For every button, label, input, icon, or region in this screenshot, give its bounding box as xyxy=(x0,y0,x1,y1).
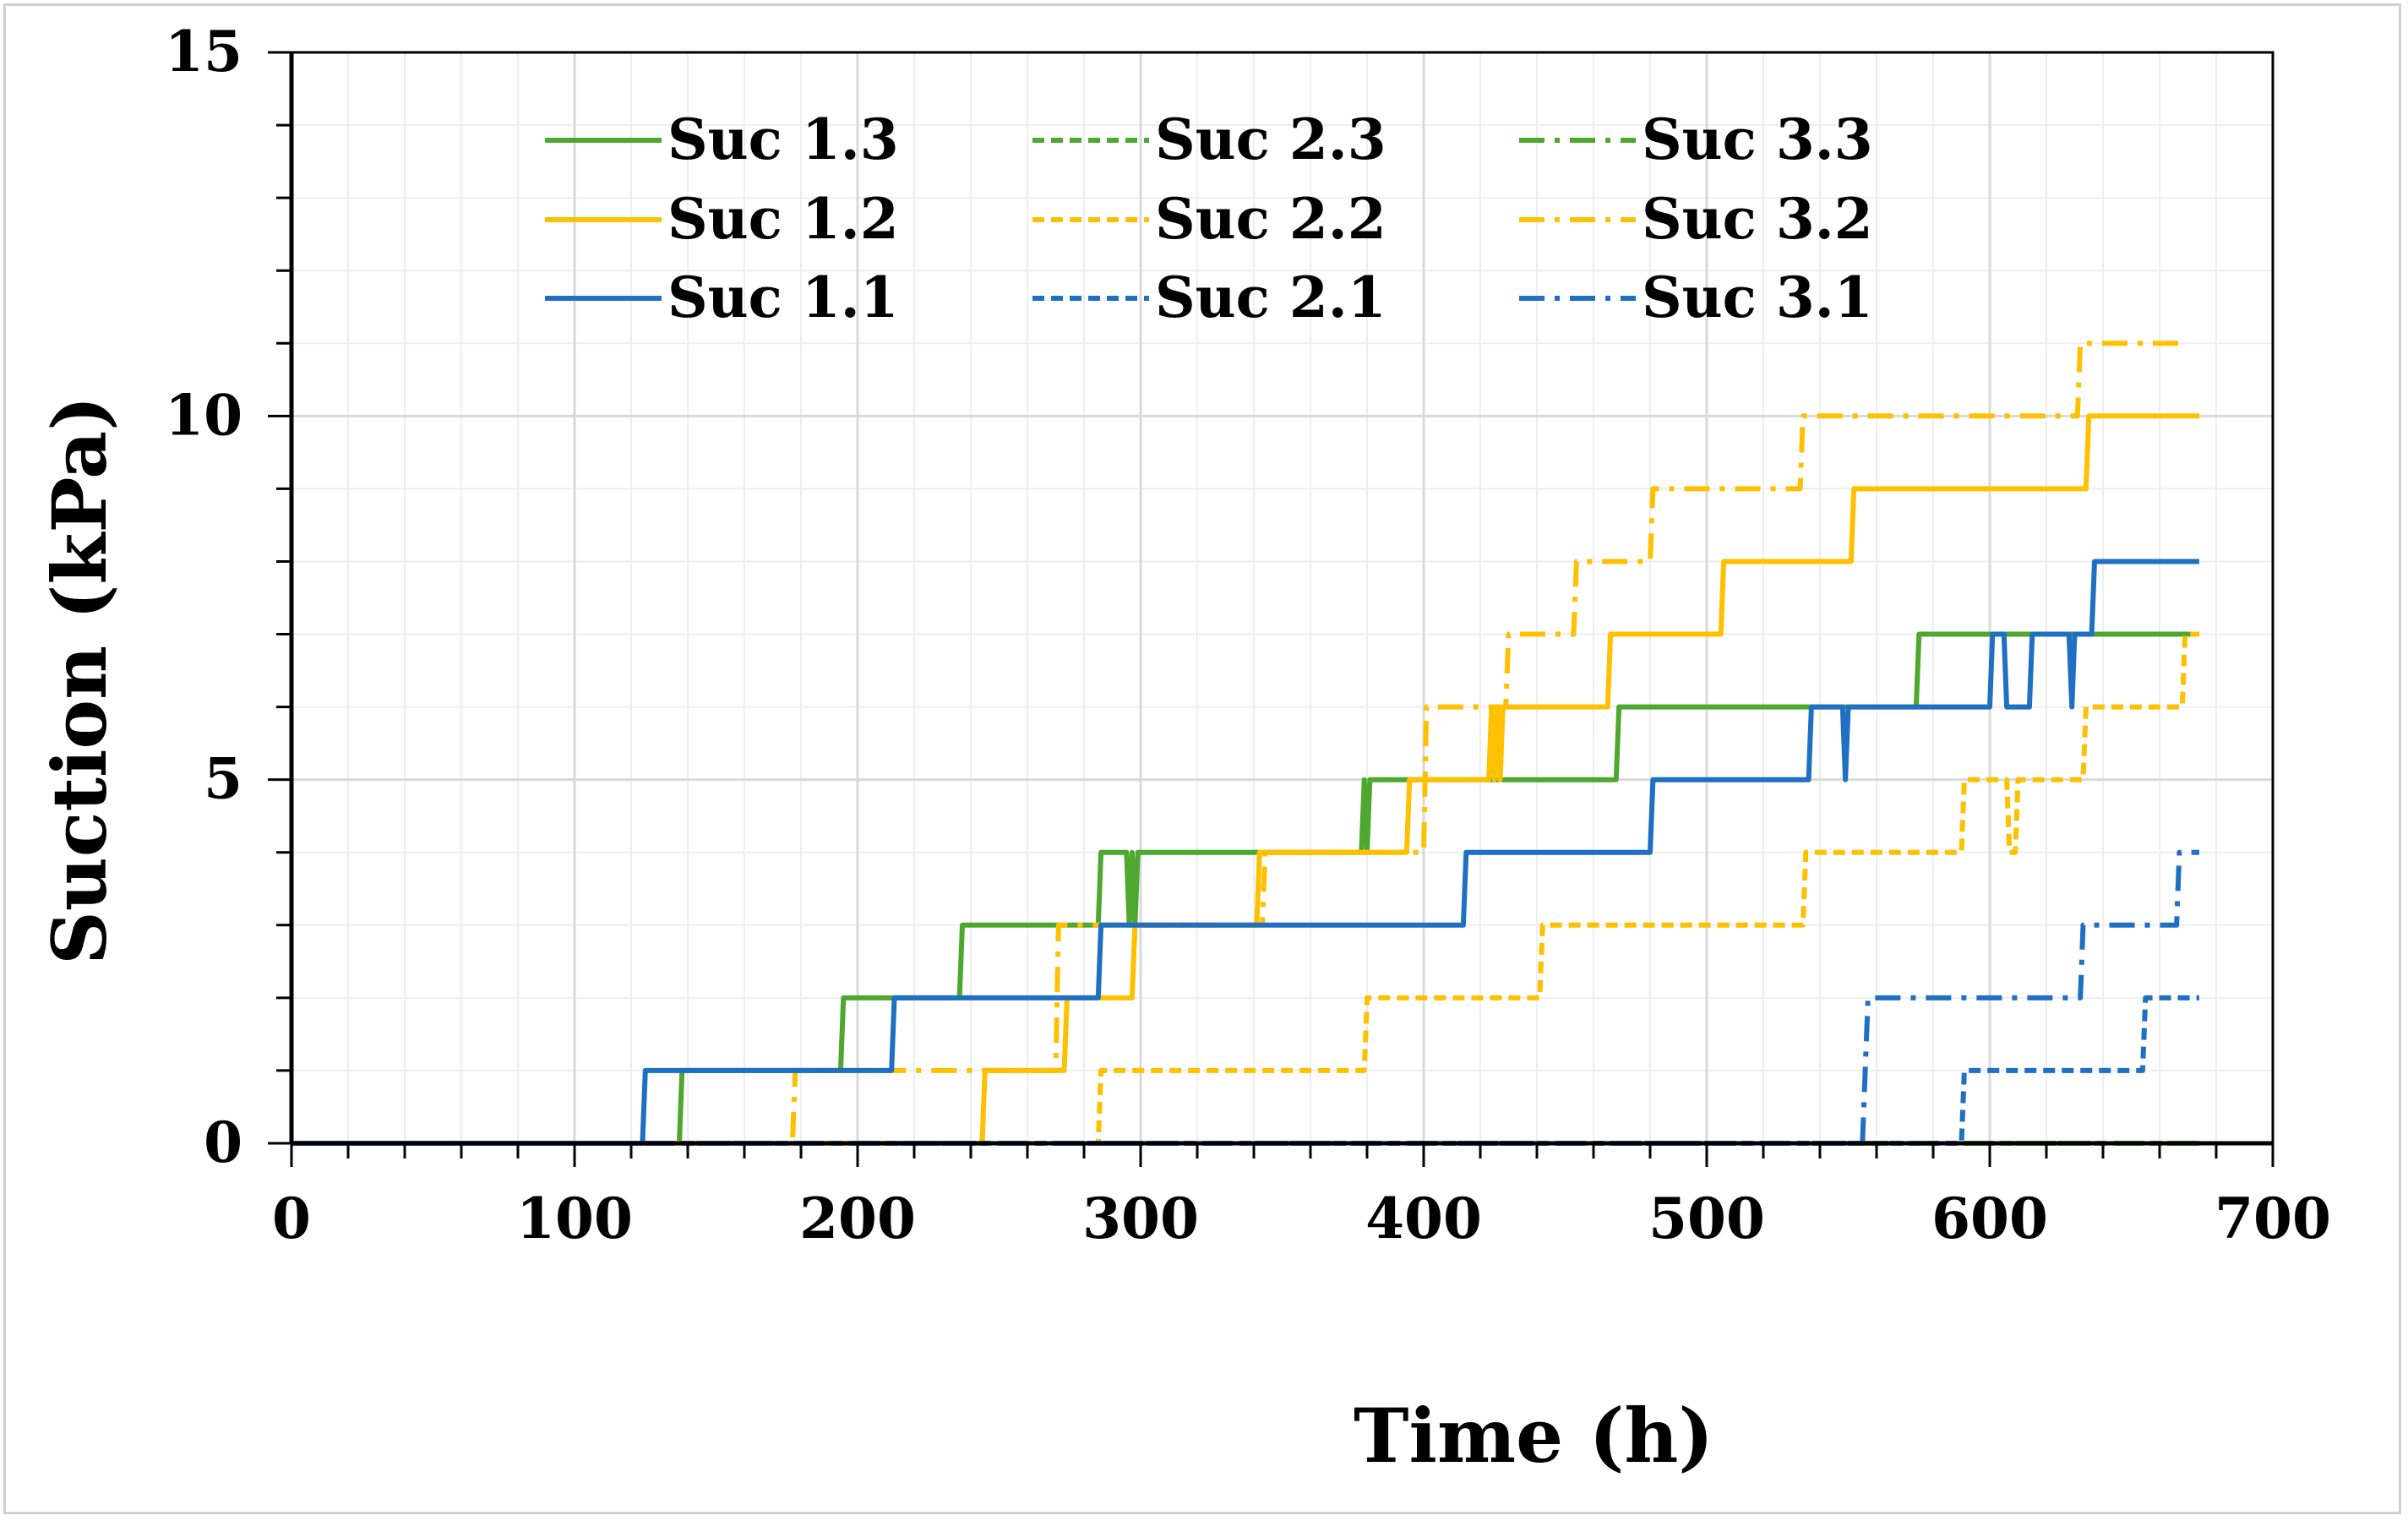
y-tick-label: 10 xyxy=(165,382,242,448)
minor-gridlines xyxy=(291,52,2273,1143)
series-layer xyxy=(291,341,2199,1146)
x-axis-title: Time (h) xyxy=(1354,1392,1713,1480)
x-tick-label: 400 xyxy=(1365,1186,1482,1251)
series-line-suc-3-2 xyxy=(291,341,2182,1146)
legend-label: Suc 2.2 xyxy=(1155,186,1387,252)
legend: Suc 1.3 Suc 2.3 Suc 3.3 Suc 1.2 Suc 2.2 Suc 3… xyxy=(545,106,1873,330)
y-tick-label: 15 xyxy=(165,19,242,84)
x-tick-label: 700 xyxy=(2215,1186,2331,1251)
x-tick-label: 600 xyxy=(1931,1186,2048,1251)
legend-label: Suc 1.1 xyxy=(667,264,899,330)
legend-label: Suc 3.2 xyxy=(1642,186,1873,252)
y-tick-label: 0 xyxy=(204,1109,242,1175)
series-line-suc-1-1 xyxy=(291,559,2199,1146)
x-tick-label: 500 xyxy=(1648,1186,1765,1251)
y-axis-title: Suction (kPa) xyxy=(35,395,123,965)
chart-frame xyxy=(3,3,2401,1514)
tick-labels: 0 100 200 300 400 500 600 700 0 5 10 15 xyxy=(165,19,2331,1251)
series-line-suc-3-1 xyxy=(291,849,2199,1146)
x-tick-label: 200 xyxy=(799,1186,916,1251)
legend-label: Suc 2.3 xyxy=(1155,106,1387,172)
legend-label: Suc 3.3 xyxy=(1642,106,1873,172)
axes xyxy=(268,51,2275,1167)
series-line-suc-1-3 xyxy=(291,631,2199,1146)
series-line-suc-2-2 xyxy=(291,631,2199,1146)
legend-label: Suc 3.1 xyxy=(1642,264,1873,330)
legend-label: Suc 1.2 xyxy=(667,186,899,252)
legend-label: Suc 1.3 xyxy=(667,106,899,172)
x-tick-label: 100 xyxy=(516,1186,633,1251)
series-line-suc-2-1 xyxy=(291,995,2199,1146)
legend-label: Suc 2.1 xyxy=(1155,264,1387,330)
x-tick-label: 0 xyxy=(272,1186,311,1251)
y-tick-label: 5 xyxy=(204,746,242,812)
x-tick-label: 300 xyxy=(1082,1186,1199,1251)
